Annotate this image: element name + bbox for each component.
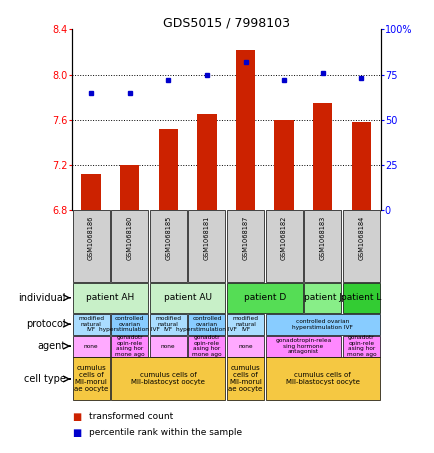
Text: GSM1068182: GSM1068182 — [280, 216, 286, 260]
Bar — [188, 336, 225, 357]
Bar — [342, 336, 379, 357]
Bar — [149, 336, 186, 357]
Bar — [342, 210, 379, 282]
Text: modified
natural
IVF: modified natural IVF — [155, 316, 181, 333]
Text: GSM1068180: GSM1068180 — [126, 216, 132, 260]
Text: controlled
ovarian
hyperstimulation IVF: controlled ovarian hyperstimulation IVF — [176, 316, 237, 333]
Bar — [81, 174, 101, 210]
Bar — [265, 313, 379, 335]
Bar — [120, 165, 139, 210]
Bar — [72, 336, 109, 357]
Text: modified
natural
IVF: modified natural IVF — [232, 316, 258, 333]
Text: cumulus
cells of
MII-morul
ae oocyte: cumulus cells of MII-morul ae oocyte — [74, 366, 108, 392]
Text: ■: ■ — [72, 412, 81, 422]
Text: gonadotr
opin-rele
asing hor
mone ago: gonadotr opin-rele asing hor mone ago — [115, 335, 144, 357]
Bar — [265, 336, 340, 357]
Bar — [149, 210, 186, 282]
Bar — [303, 210, 340, 282]
Bar — [265, 210, 302, 282]
Text: ■: ■ — [72, 428, 81, 438]
Text: modified
natural
IVF: modified natural IVF — [78, 316, 104, 333]
Text: GSM1068184: GSM1068184 — [358, 216, 364, 260]
Text: GSM1068181: GSM1068181 — [204, 216, 210, 260]
Text: none: none — [238, 343, 252, 349]
Text: GSM1068185: GSM1068185 — [165, 216, 171, 260]
Text: patient AU: patient AU — [163, 293, 211, 302]
Bar — [227, 283, 302, 313]
Bar — [197, 114, 216, 210]
Bar — [72, 313, 109, 335]
Bar — [72, 357, 109, 400]
Text: GSM1068186: GSM1068186 — [88, 216, 94, 260]
Bar — [227, 336, 263, 357]
Text: none: none — [84, 343, 98, 349]
Text: controlled
ovarian
hyperstimulation IVF: controlled ovarian hyperstimulation IVF — [99, 316, 160, 333]
Text: protocol: protocol — [26, 319, 66, 329]
Bar — [111, 313, 148, 335]
Text: cumulus cells of
MII-blastocyst oocyte: cumulus cells of MII-blastocyst oocyte — [131, 372, 205, 386]
Text: gonadotr
opin-rele
asing hor
mone ago: gonadotr opin-rele asing hor mone ago — [346, 335, 375, 357]
Text: controlled ovarian
hyperstimulation IVF: controlled ovarian hyperstimulation IVF — [292, 319, 352, 330]
Text: gonadotr
opin-rele
asing hor
mone ago: gonadotr opin-rele asing hor mone ago — [192, 335, 221, 357]
Bar — [312, 103, 332, 210]
Bar — [351, 122, 370, 210]
Bar — [342, 283, 379, 313]
Bar — [227, 313, 263, 335]
Text: transformed count: transformed count — [89, 412, 173, 421]
Text: patient J: patient J — [303, 293, 341, 302]
Bar — [72, 283, 148, 313]
Text: cumulus cells of
MII-blastocyst oocyte: cumulus cells of MII-blastocyst oocyte — [285, 372, 359, 386]
Text: none: none — [161, 343, 175, 349]
Text: individual: individual — [18, 293, 66, 303]
Bar — [188, 313, 225, 335]
Title: GDS5015 / 7998103: GDS5015 / 7998103 — [162, 16, 289, 29]
Bar — [111, 336, 148, 357]
Bar — [111, 357, 225, 400]
Text: patient L: patient L — [340, 293, 381, 302]
Text: agent: agent — [37, 341, 66, 351]
Text: cell type: cell type — [24, 374, 66, 384]
Bar — [303, 283, 340, 313]
Text: gonadotropin-relea
sing hormone
antagonist: gonadotropin-relea sing hormone antagoni… — [275, 338, 331, 354]
Text: patient AH: patient AH — [86, 293, 134, 302]
Text: GSM1068183: GSM1068183 — [319, 216, 325, 260]
Bar — [227, 210, 263, 282]
Text: percentile rank within the sample: percentile rank within the sample — [89, 428, 242, 437]
Text: cumulus
cells of
MII-morul
ae oocyte: cumulus cells of MII-morul ae oocyte — [228, 366, 262, 392]
Bar — [149, 313, 186, 335]
Bar — [274, 120, 293, 210]
Text: patient D: patient D — [243, 293, 285, 302]
Bar — [235, 50, 255, 210]
Bar — [149, 283, 225, 313]
Bar — [72, 210, 109, 282]
Bar — [188, 210, 225, 282]
Bar — [158, 129, 178, 210]
Bar — [111, 210, 148, 282]
Bar — [265, 357, 379, 400]
Text: GSM1068187: GSM1068187 — [242, 216, 248, 260]
Bar — [227, 357, 263, 400]
